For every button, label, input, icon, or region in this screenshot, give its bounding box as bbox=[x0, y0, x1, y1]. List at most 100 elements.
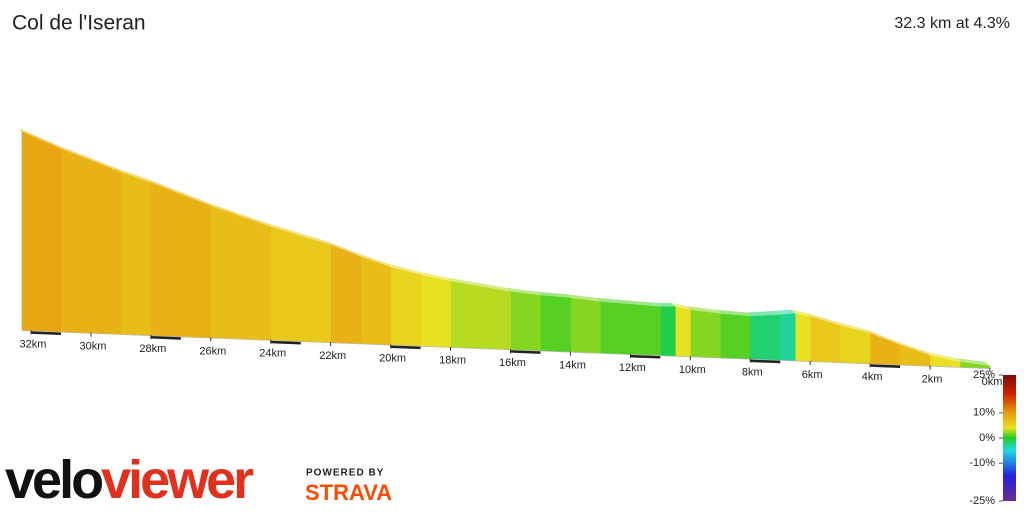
gradient-segment bbox=[510, 291, 541, 351]
gradient-segment bbox=[450, 281, 481, 349]
gradient-segment bbox=[300, 235, 331, 343]
gradient-segment bbox=[360, 256, 391, 345]
x-tick-label: 22km bbox=[319, 350, 346, 362]
top-face bbox=[146, 178, 181, 195]
gradient-segment bbox=[270, 226, 302, 342]
top-face bbox=[791, 309, 811, 317]
gradient-segment bbox=[180, 194, 212, 338]
top-face bbox=[386, 263, 421, 276]
x-tick-label: 24km bbox=[259, 348, 286, 360]
x-tick-label: 10km bbox=[679, 364, 706, 376]
gradient-segment bbox=[660, 306, 676, 356]
x-tick-label: 8km bbox=[742, 366, 763, 378]
top-face bbox=[176, 190, 211, 207]
gradient-segment bbox=[630, 304, 661, 356]
top-face bbox=[626, 300, 661, 307]
top-face bbox=[296, 232, 331, 246]
x-tick-label: 20km bbox=[379, 352, 406, 364]
gradient-segment bbox=[210, 205, 242, 339]
top-face bbox=[956, 358, 990, 366]
top-face bbox=[116, 168, 151, 183]
x-tick-label: 28km bbox=[139, 343, 166, 355]
distance-bar bbox=[150, 335, 181, 340]
top-face bbox=[266, 223, 301, 237]
color-tick-label: 0% bbox=[979, 432, 995, 444]
top-face bbox=[806, 312, 841, 326]
top-face bbox=[236, 212, 271, 228]
gradient-segment bbox=[570, 297, 601, 354]
gradient-segment bbox=[749, 314, 781, 361]
logo-viewer: viewer bbox=[101, 450, 254, 510]
distance-bar bbox=[630, 354, 661, 359]
top-face bbox=[86, 156, 121, 173]
strava: STRAVA bbox=[305, 480, 392, 505]
top-face bbox=[671, 302, 691, 311]
top-face bbox=[446, 277, 481, 287]
gradient-segment bbox=[90, 160, 122, 335]
top-face bbox=[536, 291, 571, 299]
color-tick-label: -10% bbox=[969, 457, 995, 469]
gradient-segment bbox=[794, 313, 811, 362]
top-face bbox=[866, 329, 901, 346]
distance-bar bbox=[390, 344, 421, 350]
distance-bar bbox=[510, 349, 541, 354]
x-tick-label: 4km bbox=[862, 371, 883, 383]
x-tick-label: 12km bbox=[619, 362, 646, 374]
gradient-segment bbox=[719, 313, 751, 359]
color-tick-label: -25% bbox=[969, 495, 995, 507]
x-tick-label: 18km bbox=[439, 355, 466, 367]
gradient-segment bbox=[60, 148, 92, 334]
x-tick-label: 14km bbox=[559, 359, 586, 371]
chart-subtitle: 32.3 km at 4.3% bbox=[894, 15, 1010, 32]
top-face bbox=[506, 287, 541, 296]
top-face bbox=[56, 144, 91, 161]
x-tick-label: 30km bbox=[79, 341, 106, 353]
profile bbox=[18, 128, 991, 369]
color-tick-label: 10% bbox=[973, 407, 995, 419]
top-face bbox=[686, 306, 721, 314]
top-face bbox=[566, 294, 601, 302]
distance-bar bbox=[30, 330, 62, 336]
gradient-segment bbox=[240, 216, 272, 341]
x-tick-label: 2km bbox=[922, 374, 943, 386]
top-face bbox=[716, 309, 751, 317]
top-face bbox=[746, 310, 781, 317]
x-tick-label: 6km bbox=[802, 369, 823, 381]
top-face bbox=[476, 282, 511, 292]
chart-title: Col de l'Iseran bbox=[12, 12, 146, 35]
logo-velo: velo bbox=[5, 450, 102, 510]
gradient-segment bbox=[600, 301, 631, 355]
top-face bbox=[596, 297, 631, 305]
gradient-segment bbox=[675, 306, 691, 357]
gradient-segment bbox=[120, 171, 152, 336]
logo: veloviewer bbox=[5, 450, 254, 510]
color-tick-label: 25% bbox=[973, 369, 995, 381]
top-face bbox=[836, 321, 871, 334]
gradient-segment bbox=[330, 244, 361, 344]
distance-bar bbox=[870, 363, 901, 368]
gradient-segment bbox=[420, 274, 451, 348]
gradient-segment bbox=[21, 131, 62, 332]
gradient-segment bbox=[150, 182, 182, 337]
top-face bbox=[926, 351, 961, 363]
top-face bbox=[416, 271, 451, 282]
gradient-segment bbox=[690, 309, 721, 358]
x-tick-label: 26km bbox=[199, 345, 226, 357]
top-face bbox=[656, 302, 676, 307]
top-face bbox=[896, 341, 931, 356]
gradient-segment bbox=[390, 266, 421, 346]
top-face bbox=[326, 241, 361, 257]
distance-bar bbox=[270, 340, 301, 345]
gradient-segment bbox=[540, 295, 571, 352]
color-scale bbox=[1003, 375, 1016, 501]
top-face bbox=[206, 202, 241, 217]
gradient-segment bbox=[480, 286, 511, 350]
top-face bbox=[356, 252, 391, 268]
x-tick-label: 32km bbox=[20, 338, 47, 350]
x-tick-label: 16km bbox=[499, 357, 526, 369]
x-tick-label: 0km bbox=[982, 376, 1003, 388]
gradient-segment bbox=[779, 313, 796, 361]
top-face bbox=[18, 128, 61, 149]
top-face bbox=[776, 309, 796, 315]
